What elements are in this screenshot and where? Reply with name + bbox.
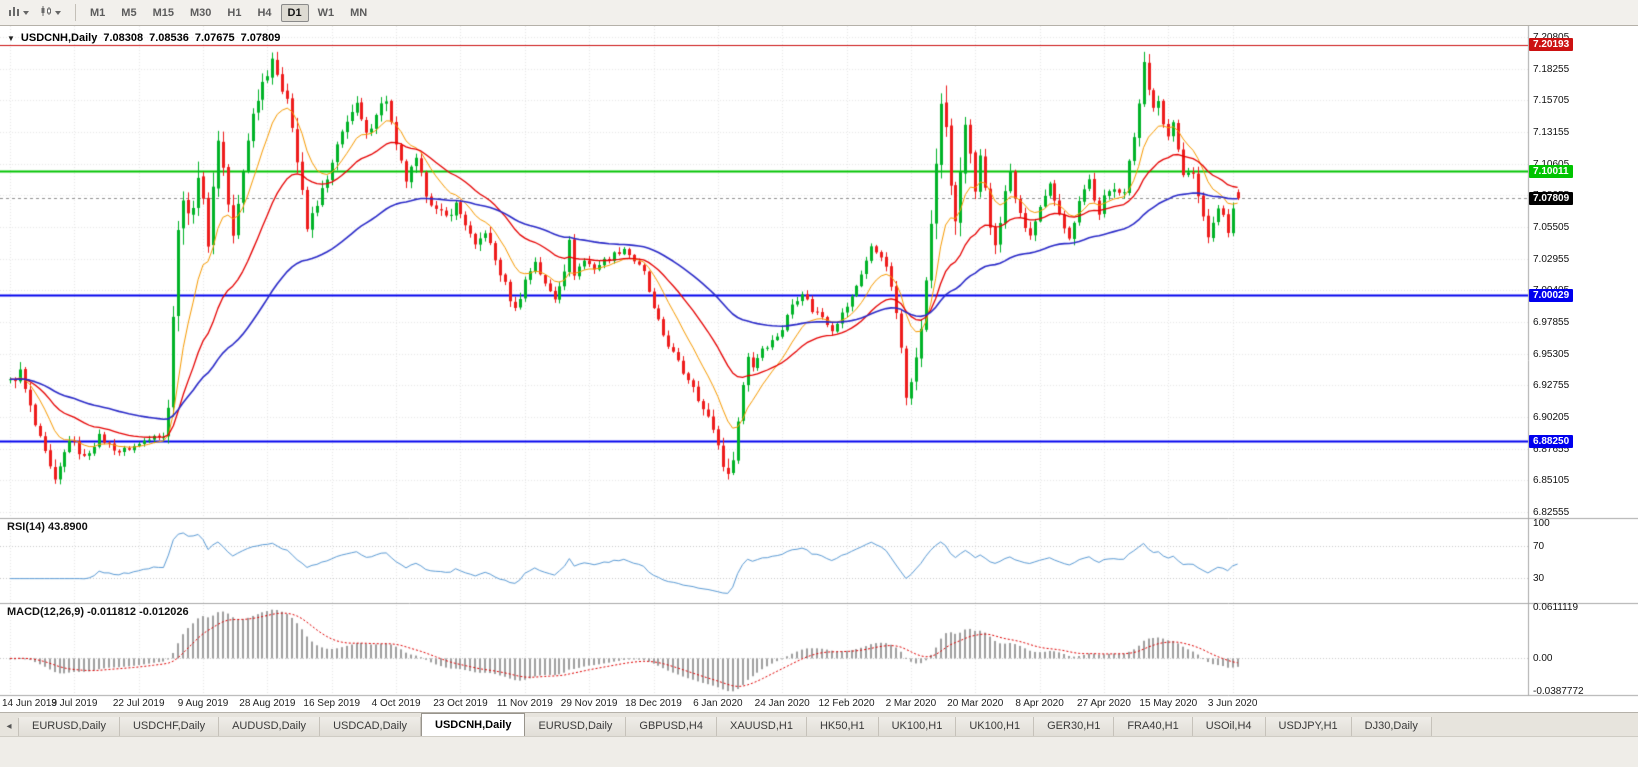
chart-tab-EURUSD-Daily[interactable]: EURUSD,Daily [19, 717, 120, 736]
high-value: 7.08536 [149, 32, 189, 44]
price-tag-bid: 7.07809 [1529, 192, 1574, 205]
price-axis-label: 6.92755 [1533, 380, 1570, 392]
timeframe-button-M15[interactable]: M15 [152, 6, 174, 19]
macd-axis-label: 0.0611119 [1533, 602, 1579, 613]
date-axis-label: 12 Feb 2020 [818, 698, 875, 709]
timeframe-button-W1[interactable]: W1 [317, 6, 335, 19]
collapse-chart-icon[interactable]: ▼ [7, 33, 15, 43]
timeframe-button-M30[interactable]: M30 [189, 6, 212, 19]
price-tag-level: 6.88250 [1529, 435, 1574, 448]
chart-tab-GBPUSD-H4[interactable]: GBPUSD,H4 [626, 717, 717, 736]
close-value: 7.07809 [240, 32, 281, 44]
timeframe-buttons: M1 M5 M15 M30 H1 H4 D1 W1 MN [82, 3, 375, 22]
chart-tab-EURUSD-Daily[interactable]: EURUSD,Daily [525, 717, 627, 736]
chart-tab-UK100-H1[interactable]: UK100,H1 [956, 717, 1035, 736]
macd-axis-label: -0.0387772 [1533, 686, 1584, 697]
timeframe-button-MN[interactable]: MN [350, 6, 368, 19]
status-strip [0, 736, 1638, 767]
chart-tab-USOil-H4[interactable]: USOil,H4 [1192, 717, 1266, 736]
price-axis-label: 6.90205 [1533, 412, 1570, 423]
chart-tab-USDCHF-Daily[interactable]: USDCHF,Daily [119, 717, 220, 736]
candlestick-type-button[interactable] [37, 2, 64, 24]
price-axis-label: 6.97855 [1533, 317, 1570, 328]
chart-window: ▼ USDCNH,Daily 7.08308 7.08536 7.07675 7… [0, 26, 1638, 712]
date-axis-label: 24 Jan 2020 [754, 698, 810, 709]
date-axis-label: 6 Jan 2020 [693, 698, 743, 709]
chart-type-button[interactable] [5, 2, 32, 24]
price-axis-label: 7.13155 [1533, 127, 1570, 138]
timeframe-button-H4[interactable]: H4 [257, 6, 272, 19]
date-axis-label: 3 Jun 2020 [1207, 698, 1258, 709]
date-axis-label: 9 Aug 2019 [177, 698, 229, 709]
date-axis-label: 14 Jun 2019 [2, 698, 58, 709]
timeframe-button-M5[interactable]: M5 [121, 6, 137, 19]
date-axis-label: 3 Jul 2019 [51, 698, 98, 709]
date-axis-label: 11 Nov 2019 [496, 698, 553, 709]
chart-tab-HK50-H1[interactable]: HK50,H1 [806, 717, 879, 736]
macd-label: MACD(12,26,9) -0.011812 -0.012026 [7, 606, 189, 618]
price-axis-label: 7.20805 [1533, 32, 1569, 43]
macd-axis-label: 0.00 [1533, 653, 1553, 665]
price-axis-label: 7.10605 [1533, 159, 1569, 170]
chart-tab-AUDUSD-Daily[interactable]: AUDUSD,Daily [219, 717, 321, 736]
low-value: 7.07675 [194, 32, 235, 44]
open-value: 7.08308 [103, 32, 144, 44]
chart-tab-FRA40-H1[interactable]: FRA40,H1 [1114, 717, 1193, 736]
chart-tab-USDCNH-Daily[interactable]: USDCNH,Daily [421, 713, 526, 736]
timeframe-button-M1[interactable]: M1 [90, 6, 106, 19]
date-axis-label: 2 Mar 2020 [885, 698, 937, 709]
price-tag-level: 7.20193 [1529, 38, 1574, 51]
chevron-down-icon [23, 10, 29, 15]
candlestick-icon [40, 4, 52, 22]
date-axis-label: 29 Nov 2019 [560, 698, 618, 709]
price-axis-label: 6.85105 [1533, 475, 1570, 487]
chart-tab-UK100-H1[interactable]: UK100,H1 [878, 717, 957, 736]
chevron-down-icon [55, 10, 61, 15]
chart-tabbar: ◂ EURUSD,Daily USDCHF,Daily AUDUSD,Daily US… [0, 712, 1638, 736]
price-axis-label: 6.82555 [1533, 507, 1570, 518]
date-axis-label: 4 Oct 2019 [371, 698, 421, 709]
toolbar-separator [75, 4, 76, 21]
symbol-label: USDCNH,Daily [20, 32, 98, 44]
tab-list: EURUSD,Daily USDCHF,Daily AUDUSD,Daily USDC… [19, 713, 1432, 736]
price-axis-label: 7.02955 [1533, 253, 1570, 265]
price-axis-label: 7.15705 [1533, 95, 1570, 107]
bar-chart-icon [8, 4, 20, 22]
rsi-label: RSI(14) 43.8900 [7, 521, 88, 533]
price-axis-label: 6.95305 [1533, 348, 1570, 360]
date-axis-label: 18 Dec 2019 [625, 698, 682, 709]
date-axis-label: 23 Oct 2019 [433, 698, 488, 709]
chart-tab-USDJPY-H1[interactable]: USDJPY,H1 [1265, 717, 1352, 736]
chart-tab-DJ30-Daily[interactable]: DJ30,Daily [1351, 717, 1432, 736]
rsi-axis-label: 30 [1533, 572, 1545, 584]
timeframe-toolbar: M1 M5 M15 M30 H1 H4 D1 W1 MN [0, 0, 1638, 26]
rsi-axis-label: 100 [1533, 518, 1550, 529]
date-axis-label: 8 Apr 2020 [1015, 698, 1064, 709]
date-axis-label: 28 Aug 2019 [239, 698, 296, 709]
chart-ohlc-header: ▼ USDCNH,Daily 7.08308 7.08536 7.07675 7… [7, 32, 280, 44]
chart-tab-XAUUSD-H1[interactable]: XAUUSD,H1 [716, 717, 807, 736]
timeframe-button-D1[interactable]: D1 [280, 3, 309, 22]
chart-tab-USDCAD-Daily[interactable]: USDCAD,Daily [320, 717, 422, 736]
date-axis-label: 27 Apr 2020 [1076, 698, 1131, 709]
tab-scroll-left-icon[interactable]: ◂ [0, 718, 19, 736]
price-tag-level: 7.00029 [1529, 289, 1574, 302]
date-axis-label: 16 Sep 2019 [303, 698, 361, 709]
chart-tab-GER30-H1[interactable]: GER30,H1 [1034, 717, 1115, 736]
price-chart-canvas[interactable] [0, 26, 1638, 712]
timeframe-button-H1[interactable]: H1 [227, 6, 242, 19]
price-tag-level: 7.10011 [1529, 165, 1573, 178]
date-axis-label: 20 Mar 2020 [947, 698, 1004, 709]
date-axis-label: 22 Jul 2019 [112, 698, 165, 709]
price-axis-label: 6.87655 [1533, 443, 1570, 455]
price-axis-label: 7.05505 [1533, 222, 1570, 233]
rsi-axis-label: 70 [1533, 541, 1545, 553]
date-axis-label: 15 May 2020 [1139, 698, 1198, 709]
price-axis-label: 7.18255 [1533, 63, 1570, 75]
